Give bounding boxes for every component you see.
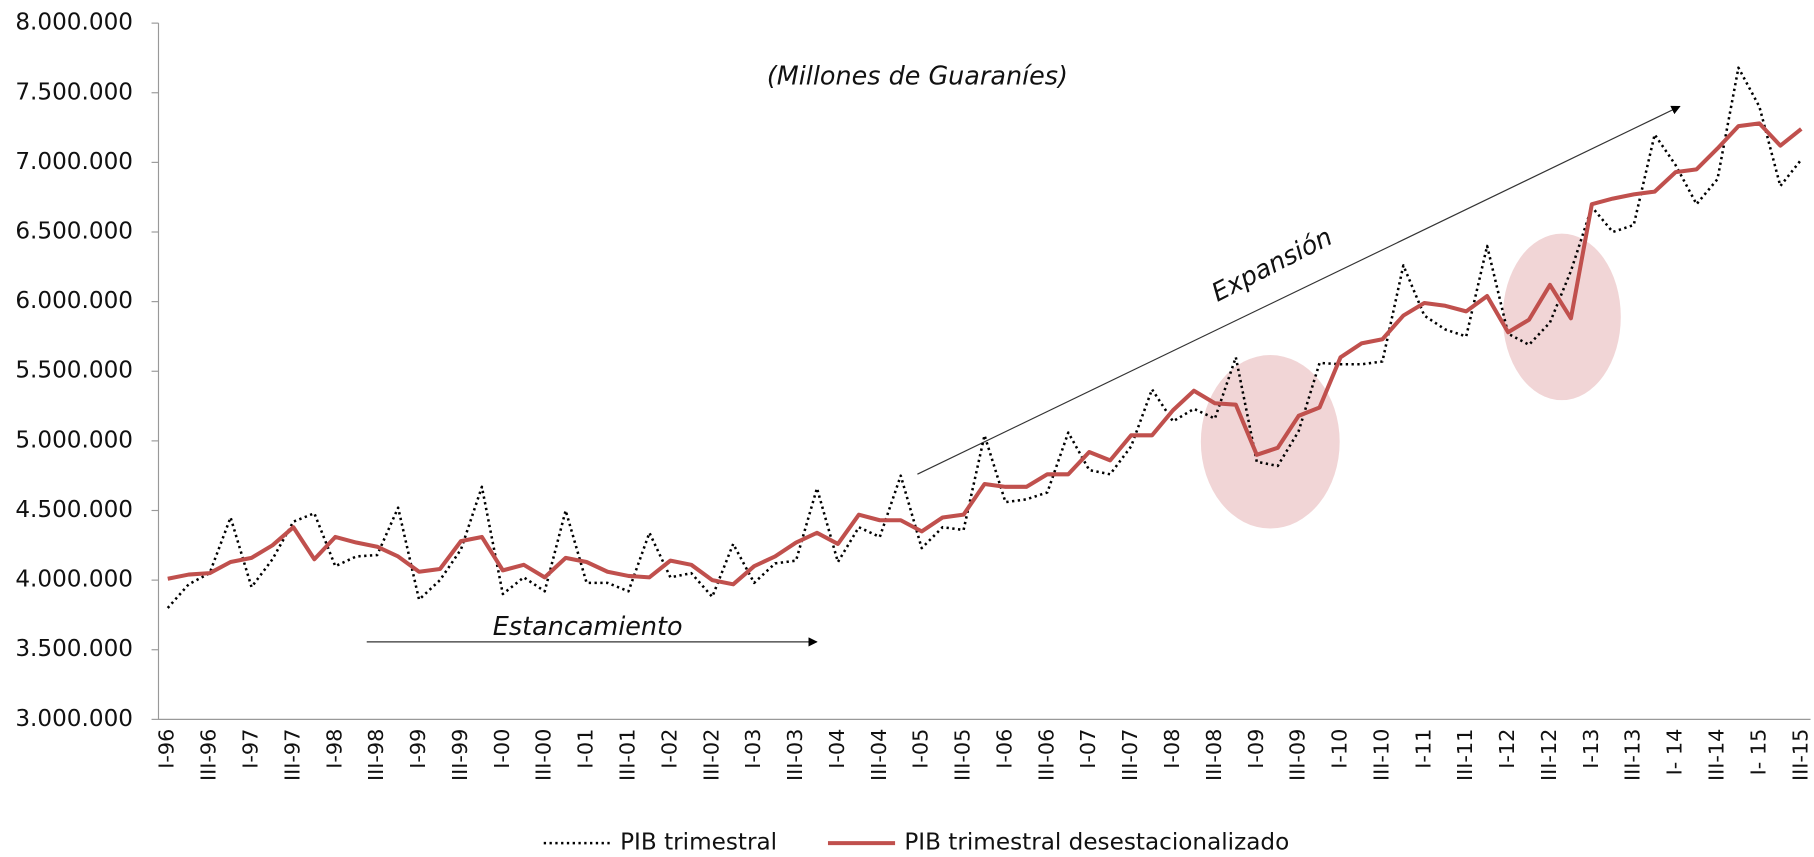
annotation: Estancamiento [493, 611, 683, 641]
x-tick-label: I-00 [490, 729, 514, 769]
y-tick-label: 3.500.000 [15, 636, 133, 662]
x-tick-label: I-98 [322, 729, 346, 769]
annotation: Expansión [1206, 221, 1336, 307]
x-tick-label: III-04 [867, 729, 891, 781]
x-tick-label: I-13 [1579, 729, 1603, 769]
x-tick-label: I-02 [657, 729, 681, 769]
y-tick-label: 6.500.000 [15, 219, 133, 245]
chart: (Millones de Guaraníes) Expansión Estanc… [0, 0, 1814, 857]
highlight [1201, 355, 1340, 528]
y-tick-label: 7.000.000 [15, 149, 133, 175]
x-tick-label: III-97 [280, 729, 304, 781]
x-tick-label: III-96 [197, 729, 221, 781]
legend-label: PIB trimestral desestacionalizado [904, 830, 1289, 856]
x-tick-label: III-02 [699, 729, 723, 781]
x-tick-label: I-12 [1495, 729, 1519, 769]
x-tick-label: I-10 [1328, 729, 1352, 769]
x-tick-label: I-97 [239, 729, 263, 769]
x-tick-label: III-15 [1788, 729, 1812, 781]
legend-label: PIB trimestral [620, 830, 777, 856]
highlight [1503, 234, 1621, 401]
x-tick-label: III-12 [1537, 729, 1561, 781]
x-tick-label: I-03 [741, 729, 765, 769]
x-tick-label: III-14 [1705, 729, 1729, 781]
x-tick-label: I-99 [406, 729, 430, 769]
x-tick-label: I-11 [1411, 729, 1435, 769]
y-tick-label: 6.000.000 [15, 288, 133, 314]
x-tick-label: I-96 [155, 729, 179, 769]
x-tick-label: III-08 [1202, 729, 1226, 781]
x-tick-label: III-11 [1453, 729, 1477, 781]
x-tick-label: III-06 [1034, 729, 1058, 781]
x-tick-label: I-08 [1160, 729, 1184, 769]
y-tick-label: 5.000.000 [15, 427, 133, 453]
y-tick-label: 8.000.000 [15, 10, 133, 36]
x-tick-label: III-98 [364, 729, 388, 781]
x-tick-label: III-10 [1369, 729, 1393, 781]
x-tick-label: I-06 [992, 729, 1016, 769]
x-tick-label: I-07 [1076, 729, 1100, 769]
x-tick-label: III-00 [532, 729, 556, 781]
x-tick-label: III-07 [1118, 729, 1142, 781]
x-tick-label: I- 14 [1663, 729, 1687, 776]
y-tick-label: 5.500.000 [15, 358, 133, 384]
x-tick-label: III-03 [783, 729, 807, 781]
x-tick-label: I-05 [909, 729, 933, 769]
y-tick-label: 3.000.000 [15, 706, 133, 732]
x-tick-label: III-01 [615, 729, 639, 781]
x-tick-label: I-01 [574, 729, 598, 769]
annotation: (Millones de Guaraníes) [767, 60, 1068, 90]
x-tick-label: I- 15 [1746, 729, 1770, 776]
y-tick-label: 7.500.000 [15, 79, 133, 105]
y-tick-label: 4.000.000 [15, 567, 133, 593]
x-tick-label: I-04 [825, 729, 849, 769]
x-tick-label: I-09 [1244, 729, 1268, 769]
y-tick-label: 4.500.000 [15, 497, 133, 523]
x-tick-label: III-09 [1286, 729, 1310, 781]
x-tick-label: III-05 [951, 729, 975, 781]
x-tick-label: III-99 [448, 729, 472, 781]
x-tick-label: III-13 [1621, 729, 1645, 781]
